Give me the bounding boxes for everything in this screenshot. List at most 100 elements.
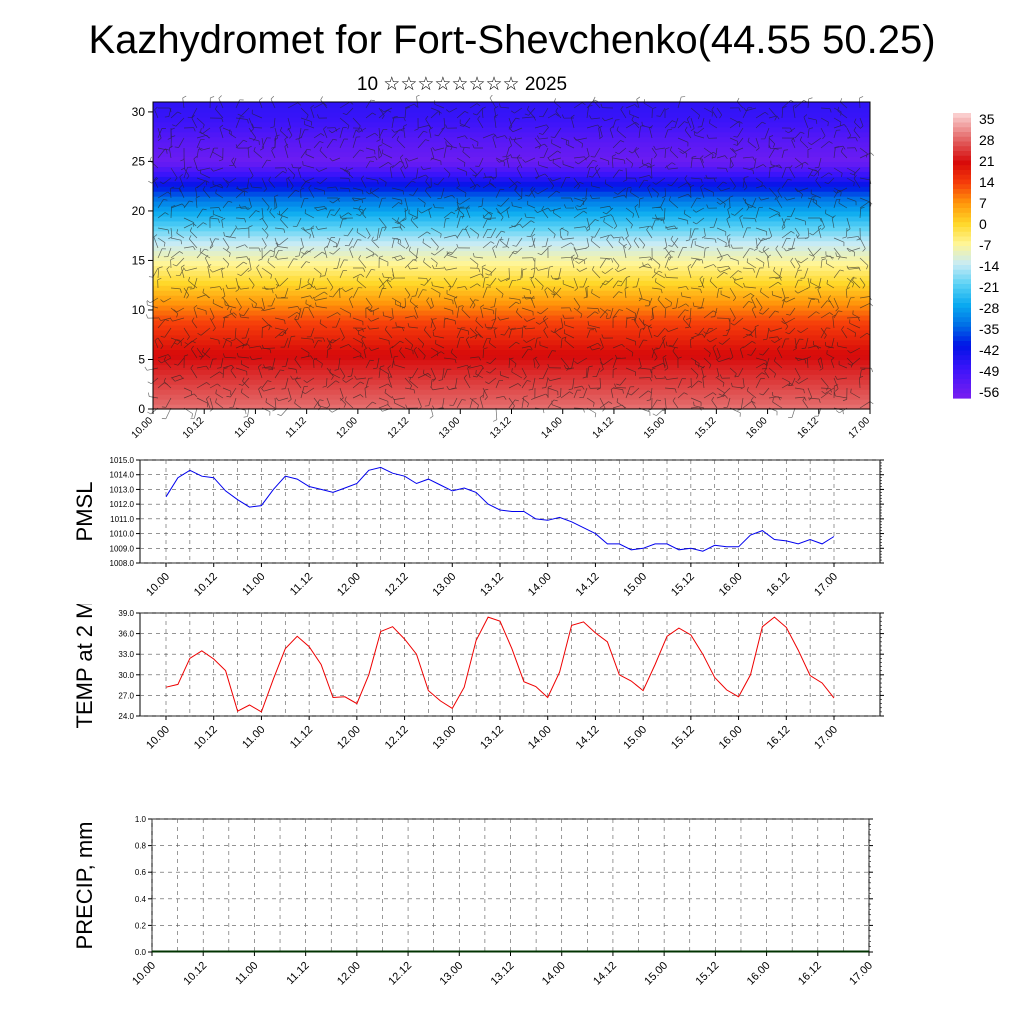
wind-barb xyxy=(560,391,570,399)
wind-barb xyxy=(755,121,763,129)
wind-barb xyxy=(261,237,267,246)
wind-barb-flag xyxy=(642,244,646,249)
colorbar-band xyxy=(953,141,971,147)
wind-barb xyxy=(824,387,835,394)
wind-barb-flag xyxy=(767,327,771,332)
wind-barb-flag xyxy=(374,132,379,136)
x-tick-label: 16.00 xyxy=(717,724,745,752)
wind-barb-flag xyxy=(235,144,238,149)
wind-barb-flag xyxy=(153,176,158,181)
wind-barb-flag xyxy=(532,257,535,262)
y-tick-label: 0.2 xyxy=(135,921,147,930)
wind-barb xyxy=(805,337,809,349)
wind-barb-flag xyxy=(399,239,402,244)
wind-barb xyxy=(456,337,461,349)
wind-barb xyxy=(489,367,497,374)
wind-barb xyxy=(810,193,822,199)
colorbar-band xyxy=(953,388,971,394)
wind-barb-flag xyxy=(433,183,438,186)
wind-barb-flag xyxy=(824,341,827,347)
wind-barb-flag xyxy=(328,130,333,134)
wind-barb xyxy=(543,318,549,329)
wind-barb-flag xyxy=(492,134,497,138)
wind-barb xyxy=(807,387,813,398)
wind-barb xyxy=(491,317,497,330)
wind-barb-flag xyxy=(601,334,604,339)
wind-barb xyxy=(196,149,199,159)
wind-barb xyxy=(383,315,393,319)
wind-barb xyxy=(183,287,189,299)
wind-barb-flag xyxy=(559,227,564,230)
wind-barb xyxy=(456,228,464,239)
wind-barb xyxy=(313,102,324,109)
wind-barb-flag xyxy=(481,106,486,110)
wind-barb xyxy=(157,191,168,199)
wind-barb-flag xyxy=(391,395,395,400)
wind-barb xyxy=(482,387,488,398)
wind-barb xyxy=(612,119,616,129)
wind-barb xyxy=(315,297,328,301)
wind-barb xyxy=(646,229,653,239)
colorbar-band xyxy=(953,298,971,304)
wind-barb-flag xyxy=(770,166,775,169)
wind-barb-flag xyxy=(809,232,814,236)
wind-barb xyxy=(482,390,485,399)
colorbar-band xyxy=(953,136,971,143)
wind-barb xyxy=(459,123,471,129)
wind-barb xyxy=(357,327,367,332)
wind-barb xyxy=(506,157,510,169)
wind-barb xyxy=(349,248,354,259)
wind-barb xyxy=(253,150,263,159)
wind-barb xyxy=(469,297,476,306)
wind-barb-flag xyxy=(384,325,388,330)
wind-barb xyxy=(430,367,436,379)
wind-barb xyxy=(261,207,264,218)
wind-barb xyxy=(241,392,250,399)
wind-barb-flag xyxy=(795,380,799,384)
heatmap-cell xyxy=(153,295,870,301)
wind-barb-flag xyxy=(184,342,189,345)
wind-barb xyxy=(729,157,731,169)
wind-barb-flag xyxy=(769,135,774,138)
wind-barb xyxy=(175,117,185,127)
wind-barb xyxy=(636,99,640,109)
wind-barb-flag xyxy=(687,385,692,389)
wind-barb xyxy=(690,397,702,403)
wind-barb xyxy=(365,378,369,389)
wind-barb xyxy=(274,197,278,208)
wind-barb-flag xyxy=(251,284,255,289)
heatmap-cell xyxy=(153,250,870,257)
wind-barb-flag xyxy=(633,316,637,321)
wind-barb-flag xyxy=(195,195,200,199)
wind-barb xyxy=(668,199,679,209)
wind-barb xyxy=(469,356,479,359)
wind-barb xyxy=(668,327,679,332)
wind-barb xyxy=(762,347,770,356)
wind-barb-flag xyxy=(513,137,516,142)
wind-barb-flag xyxy=(581,385,585,390)
y-tick-label: 0.0 xyxy=(135,948,147,957)
wind-barb-flag xyxy=(328,295,333,298)
wind-barb xyxy=(716,107,723,116)
wind-barb xyxy=(732,386,744,389)
wind-barb-flag xyxy=(784,196,788,201)
heatmap-cell xyxy=(153,131,870,138)
wind-barb xyxy=(423,167,432,171)
heatmap-cell xyxy=(153,156,870,163)
wind-barb xyxy=(356,280,367,289)
wind-barb xyxy=(456,135,465,139)
wind-barb-flag xyxy=(466,205,470,209)
wind-barb xyxy=(235,343,248,349)
wind-barb-flag xyxy=(515,117,520,120)
wind-barb-flag xyxy=(657,295,661,300)
x-tick-label: 14.00 xyxy=(539,415,565,441)
wind-barb xyxy=(241,107,250,116)
wind-barb xyxy=(605,277,614,286)
wind-barb xyxy=(777,190,783,199)
wind-barb xyxy=(345,170,354,179)
wind-barb-flag xyxy=(322,337,326,342)
wind-barb-flag xyxy=(668,245,673,247)
x-tick-label: 12.00 xyxy=(335,724,363,752)
y-tick-label: 1011.0 xyxy=(110,515,134,524)
wind-barb-flag xyxy=(711,156,716,159)
